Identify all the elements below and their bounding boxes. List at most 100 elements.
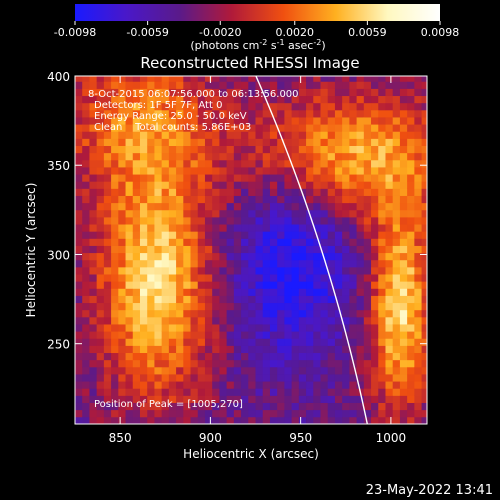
heatmap-cell — [75, 181, 83, 189]
heatmap-cell — [89, 181, 98, 189]
heatmap-cell — [363, 95, 372, 104]
heatmap-cell — [241, 95, 249, 104]
heatmap-cell — [421, 102, 427, 111]
heatmap-cell — [269, 124, 278, 132]
heatmap-cell — [327, 231, 336, 239]
heatmap-cell — [226, 131, 235, 139]
heatmap-cell — [132, 409, 141, 418]
heatmap-cell — [139, 359, 148, 368]
heatmap-cell — [421, 352, 427, 361]
heatmap-cell — [414, 245, 422, 254]
heatmap-cell — [306, 245, 314, 254]
heatmap-cell — [139, 195, 148, 204]
heatmap-cell — [334, 309, 343, 318]
heatmap-cell — [204, 402, 213, 411]
heatmap-cell — [226, 238, 235, 246]
heatmap-cell — [255, 245, 264, 254]
heatmap-cell — [154, 117, 163, 125]
heatmap-cell — [291, 345, 300, 354]
heatmap-cell — [371, 281, 379, 289]
heatmap-cell — [168, 109, 177, 118]
heatmap-cell — [96, 252, 105, 261]
heatmap-cell — [197, 109, 206, 118]
heatmap-cell — [132, 338, 141, 346]
heatmap-cell — [291, 288, 300, 296]
heatmap-cell — [248, 109, 256, 118]
heatmap-cell — [291, 209, 300, 218]
heatmap-cell — [132, 381, 141, 389]
heatmap-cell — [298, 374, 307, 382]
heatmap-cell — [197, 245, 206, 254]
heatmap-cell — [96, 174, 105, 182]
heatmap-cell — [82, 366, 90, 375]
heatmap-cell — [168, 395, 177, 403]
heatmap-cell — [118, 231, 126, 239]
heatmap-cell — [392, 95, 401, 104]
heatmap-cell — [320, 395, 329, 403]
heatmap-cell — [226, 309, 235, 318]
heatmap-cell — [190, 195, 199, 204]
heatmap-cell — [284, 366, 293, 375]
heatmap-cell — [89, 309, 98, 318]
heatmap-cell — [212, 416, 220, 424]
heatmap-cell — [118, 395, 126, 403]
heatmap-cell — [421, 238, 427, 246]
heatmap-cell — [371, 209, 379, 218]
heatmap-cell — [132, 174, 141, 182]
heatmap-cell — [407, 81, 415, 89]
heatmap-cell — [161, 345, 170, 354]
heatmap-cell — [320, 231, 329, 239]
heatmap-cell — [248, 216, 256, 225]
heatmap-cell — [204, 281, 213, 289]
heatmap-cell — [356, 324, 365, 332]
heatmap-cell — [219, 288, 228, 296]
heatmap-cell — [204, 202, 213, 211]
heatmap-cell — [226, 209, 235, 218]
heatmap-cell — [342, 117, 350, 125]
heatmap-cell — [306, 274, 314, 282]
heatmap-cell — [414, 359, 422, 368]
heatmap-cell — [306, 295, 314, 304]
heatmap-cell — [269, 309, 278, 318]
heatmap-cell — [255, 288, 264, 296]
heatmap-cell — [118, 209, 126, 218]
heatmap-cell — [190, 274, 199, 282]
heatmap-cell — [89, 238, 98, 246]
heatmap-cell — [204, 331, 213, 339]
heatmap-cell — [284, 281, 293, 289]
heatmap-cell — [197, 274, 206, 282]
heatmap-cell — [255, 209, 264, 218]
heatmap-cell — [125, 395, 134, 403]
heatmap-cell — [414, 252, 422, 261]
heatmap-cell — [327, 81, 336, 89]
heatmap-cell — [248, 174, 256, 182]
heatmap-cell — [262, 138, 271, 146]
heatmap-cell — [96, 352, 105, 361]
heatmap-cell — [407, 381, 415, 389]
heatmap-cell — [139, 388, 148, 396]
heatmap-cell — [342, 145, 350, 154]
heatmap-cell — [349, 345, 357, 354]
heatmap-cell — [399, 288, 408, 296]
heatmap-cell — [349, 88, 357, 97]
heatmap-cell — [96, 224, 105, 232]
heatmap-cell — [161, 88, 170, 97]
heatmap-cell — [313, 95, 321, 104]
heatmap-cell — [356, 145, 365, 154]
heatmap-cell — [349, 288, 357, 296]
heatmap-cell — [320, 76, 329, 82]
heatmap-cell — [132, 366, 141, 375]
heatmap-cell — [233, 302, 242, 311]
heatmap-cell — [147, 366, 155, 375]
heatmap-cell — [103, 167, 112, 175]
heatmap-cell — [277, 238, 285, 246]
heatmap-cell — [313, 352, 321, 361]
heatmap-cell — [313, 259, 321, 268]
heatmap-cell — [349, 274, 357, 282]
heatmap-cell — [233, 352, 242, 361]
heatmap-cell — [392, 76, 401, 82]
heatmap-cell — [306, 88, 314, 97]
heatmap-cell — [399, 76, 408, 82]
heatmap-cell — [291, 95, 300, 104]
heatmap-cell — [147, 259, 155, 268]
